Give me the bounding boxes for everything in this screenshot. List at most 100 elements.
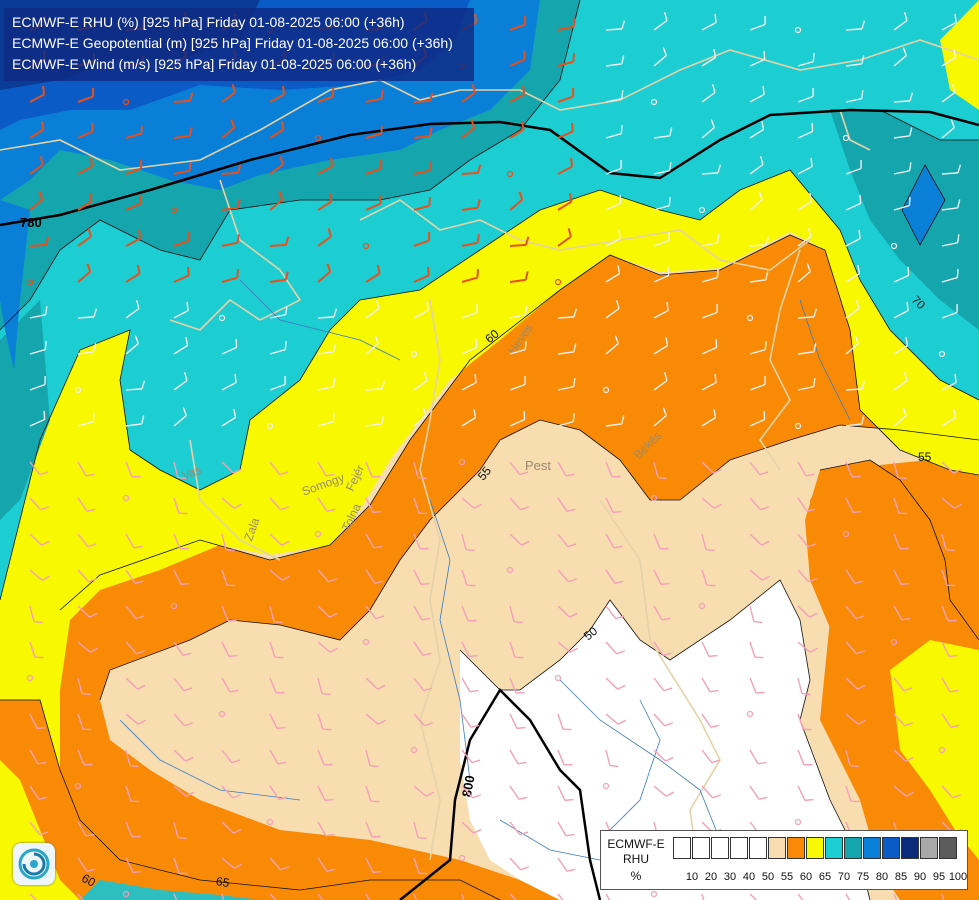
- wind-barb: [413, 127, 433, 139]
- wind-barb: [509, 533, 530, 546]
- wind-barb: [269, 569, 291, 581]
- wind-barb: [269, 271, 289, 283]
- ecmwf-swirl-logo-icon: [13, 843, 55, 885]
- wind-barb: [749, 271, 769, 283]
- wind-barb: [845, 194, 862, 211]
- wind-barb: [221, 409, 237, 427]
- wind-barb: [554, 674, 562, 682]
- wind-barb: [653, 605, 671, 621]
- legend-tick-label: 90: [913, 871, 927, 883]
- legend-swatch: [711, 837, 729, 859]
- wind-barb: [461, 84, 476, 103]
- legend-swatch: [730, 837, 748, 859]
- wind-barb: [509, 341, 527, 355]
- wind-barb: [506, 566, 514, 574]
- wind-barb: [173, 301, 189, 319]
- wind-barb: [893, 569, 910, 586]
- wind-barb: [701, 303, 718, 319]
- legend-tick-label: 85: [894, 871, 908, 883]
- wind-barb: [797, 785, 814, 802]
- wind-barb: [941, 497, 963, 509]
- wind-barb: [221, 268, 240, 283]
- wind-barb: [173, 162, 192, 175]
- wind-barb: [842, 530, 850, 538]
- wind-barb: [170, 602, 178, 610]
- wind-barb: [413, 497, 428, 515]
- wind-barb: [461, 373, 477, 391]
- legend-tick-label: 65: [818, 871, 832, 883]
- wind-barb: [509, 785, 528, 800]
- wind-barb: [845, 497, 862, 514]
- wind-barb: [698, 602, 706, 610]
- wind-barb: [653, 641, 672, 656]
- wind-barb: [605, 229, 621, 247]
- wind-barb: [29, 341, 47, 355]
- wind-barb: [269, 749, 287, 765]
- wind-barb: [653, 12, 668, 31]
- wind-barb: [557, 749, 573, 766]
- wind-barb: [701, 373, 717, 391]
- wind-barb: [557, 192, 573, 211]
- wind-barb: [653, 533, 669, 550]
- wind-barb: [461, 338, 478, 355]
- wind-barb: [749, 50, 766, 67]
- legend-tick-label: 30: [723, 871, 737, 883]
- wind-barb: [893, 677, 913, 692]
- wind-barb: [701, 749, 721, 764]
- wind-barb: [797, 713, 812, 731]
- wind-barb: [125, 785, 140, 803]
- wind-barb: [557, 122, 574, 139]
- wind-barb: [797, 263, 811, 283]
- wind-barb: [125, 229, 142, 247]
- wind-barb: [122, 890, 130, 898]
- wind-barb: [749, 121, 765, 139]
- wind-barb: [941, 164, 962, 175]
- wind-barb: [317, 641, 339, 653]
- wind-barb: [125, 749, 139, 768]
- wind-barb: [317, 308, 338, 319]
- wind-barb: [941, 893, 955, 900]
- wind-barb: [749, 677, 765, 694]
- wind-barb: [605, 415, 625, 427]
- wind-barb: [77, 87, 95, 103]
- wind-barb: [173, 407, 187, 427]
- wind-barb: [413, 605, 431, 621]
- wind-barb: [605, 461, 621, 478]
- wind-barb: [365, 159, 383, 175]
- wind-barb: [605, 159, 622, 175]
- wind-barb: [509, 857, 529, 871]
- wind-barb: [221, 84, 236, 103]
- wind-barb: [173, 677, 193, 692]
- wind-barb: [653, 785, 675, 797]
- wind-barb: [77, 749, 93, 766]
- wind-barb: [29, 236, 50, 247]
- wind-barb: [938, 746, 946, 754]
- wind-barb: [749, 410, 766, 427]
- wind-barb: [749, 533, 770, 546]
- wind-barb: [653, 231, 670, 247]
- wind-barb: [413, 677, 433, 692]
- wind-barb: [941, 303, 958, 319]
- legend-name-line2: RHU: [623, 852, 649, 866]
- wind-barb: [269, 156, 284, 175]
- wind-barb: [893, 893, 909, 900]
- wind-barb: [941, 13, 957, 31]
- wind-barb: [125, 335, 139, 355]
- wind-barb: [269, 533, 290, 546]
- wind-barb: [173, 713, 193, 727]
- rhu-band-50: [460, 580, 870, 900]
- wind-barb: [413, 893, 429, 900]
- wind-barb: [269, 236, 290, 247]
- wind-barb: [413, 196, 432, 211]
- wind-barb: [701, 119, 715, 139]
- wind-barb: [845, 90, 864, 103]
- wind-barb: [557, 378, 576, 391]
- wind-barb: [653, 461, 667, 480]
- wind-barb: [893, 533, 909, 550]
- wind-barb: [701, 234, 720, 247]
- wind-barb: [602, 782, 610, 790]
- wind-barb: [461, 199, 481, 211]
- wind-barb: [701, 49, 717, 67]
- wind-barb: [941, 461, 962, 474]
- wind-barb: [221, 461, 242, 474]
